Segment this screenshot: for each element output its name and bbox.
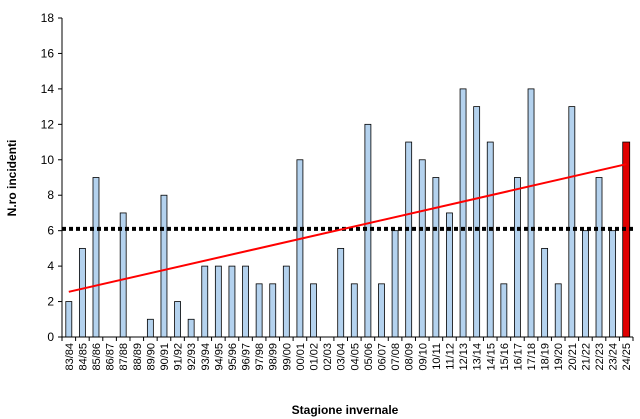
x-tick-label: 22/23 [594, 343, 606, 371]
y-tick-label: 8 [47, 188, 54, 202]
x-tick-label: 96/97 [241, 343, 253, 371]
bar [65, 301, 73, 338]
x-tick-label: 04/05 [349, 343, 361, 371]
x-axis-title: Stagione invernale [292, 403, 399, 417]
bar [78, 247, 86, 338]
x-tick-label: 08/09 [404, 343, 416, 371]
x-tick-label: 18/19 [540, 343, 552, 371]
bar [350, 283, 358, 338]
trend-line [68, 163, 627, 293]
x-tick-label: 86/87 [105, 343, 117, 371]
bar [432, 177, 440, 338]
x-tick-label: 02/03 [322, 343, 334, 371]
x-tick-label: 97/98 [254, 343, 266, 371]
bar [92, 177, 100, 338]
bar [609, 230, 617, 338]
bar [486, 141, 494, 338]
y-tick-label: 2 [47, 295, 54, 309]
x-tick-label: 23/24 [608, 343, 620, 371]
bar [391, 230, 399, 338]
x-tick-label: 01/02 [309, 343, 321, 371]
y-tick-label: 16 [41, 46, 55, 60]
bar [146, 318, 154, 338]
bar [527, 88, 535, 338]
bar [201, 265, 209, 338]
y-axis-ticks: 0 2 4 6 8 10 12 14 16 18 [41, 11, 62, 344]
bar [541, 247, 549, 338]
y-tick-label: 0 [47, 330, 54, 344]
bar [160, 194, 168, 338]
bar [473, 106, 481, 338]
bar [187, 318, 195, 338]
y-tick-label: 4 [47, 259, 54, 273]
bar [228, 265, 236, 338]
x-tick-label: 14/15 [485, 343, 497, 371]
x-tick-label: 19/20 [553, 343, 565, 371]
x-tick-label: 91/92 [173, 343, 185, 371]
x-tick-label: 05/06 [363, 343, 375, 371]
bar-highlight [622, 141, 631, 338]
x-tick-label: 94/95 [213, 343, 225, 371]
x-tick-label: 13/14 [472, 343, 484, 371]
x-tick-label: 11/12 [444, 343, 456, 370]
bar [214, 265, 222, 338]
x-tick-label: 06/07 [376, 343, 388, 371]
x-tick-label: 00/01 [295, 343, 307, 371]
bar [310, 283, 317, 338]
x-tick-label: 99/00 [281, 343, 293, 371]
bar [568, 106, 576, 338]
bar [500, 283, 508, 338]
x-tick-label: 16/17 [512, 343, 524, 371]
bar [446, 212, 453, 338]
bar [296, 159, 304, 338]
bar [405, 141, 413, 338]
x-tick-label: 09/10 [417, 343, 429, 371]
x-tick-label: 03/04 [336, 343, 348, 371]
bar [459, 88, 467, 338]
x-tick-label: 87/88 [118, 343, 130, 371]
bar [595, 177, 603, 338]
x-tick-label: 17/18 [526, 343, 538, 371]
x-tick-label: 90/91 [159, 343, 171, 371]
bars [65, 88, 631, 338]
x-axis-ticks: 83/84 84/85 85/86 86/87 87/88 88/89 89/90 90/91… [61, 337, 634, 371]
bar [554, 283, 562, 338]
bar [378, 283, 385, 338]
x-tick-label: 24/25 [621, 343, 633, 371]
y-tick-label: 12 [41, 117, 55, 131]
bar [119, 212, 127, 338]
x-tick-label: 12/13 [458, 343, 470, 371]
bar [174, 301, 181, 338]
bar [418, 159, 426, 338]
bar [242, 265, 249, 338]
y-axis-title: N.ro incidenti [5, 140, 19, 217]
x-tick-label: 92/93 [186, 343, 198, 371]
x-tick-label: 83/84 [64, 343, 76, 371]
x-tick-label: 84/85 [77, 343, 89, 371]
x-tick-label: 21/22 [580, 343, 592, 371]
bar [282, 265, 290, 338]
x-tick-label: 93/94 [200, 343, 212, 371]
x-tick-label: 85/86 [91, 343, 103, 371]
x-tick-label: 98/99 [268, 343, 280, 371]
bar [514, 177, 521, 338]
x-tick-label: 20/21 [567, 343, 579, 371]
x-tick-label: 89/90 [145, 343, 157, 371]
x-tick-label: 15/16 [499, 343, 511, 371]
x-tick-label: 10/11 [431, 343, 443, 370]
x-tick-label: 95/96 [227, 343, 239, 371]
y-tick-label: 18 [41, 11, 55, 25]
x-tick-label: 88/89 [132, 343, 144, 371]
bar [269, 283, 277, 338]
bar [582, 230, 589, 338]
bar [337, 247, 345, 338]
y-tick-label: 6 [47, 224, 54, 238]
x-tick-label: 07/08 [390, 343, 402, 371]
bar [255, 283, 263, 338]
y-tick-label: 14 [41, 82, 55, 96]
y-tick-label: 10 [41, 153, 55, 167]
